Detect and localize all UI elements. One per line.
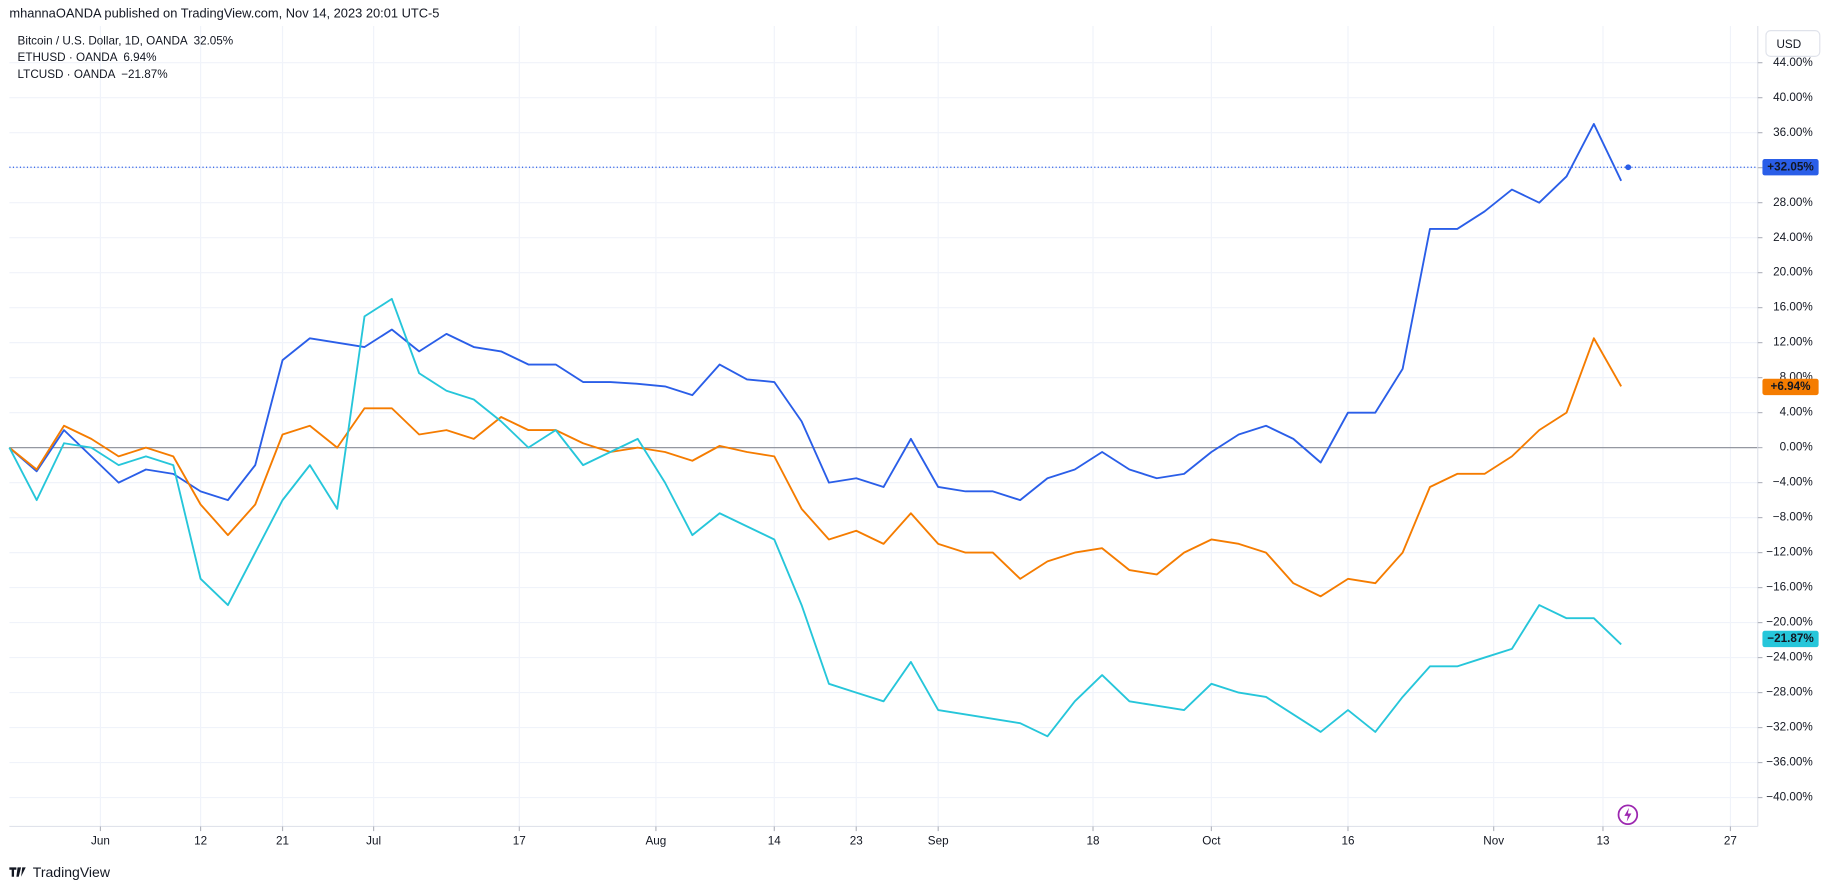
y-tick-label: 12.00% [1773,336,1813,349]
y-tick-label: −16.00% [1766,581,1812,594]
x-tick-label: Jun [91,835,110,848]
y-tick-label: 28.00% [1773,196,1813,209]
x-tick-label: 14 [768,835,782,848]
plot [8,122,1758,738]
lightning-icon[interactable] [1617,804,1639,825]
last-value-tag [1762,159,1819,176]
y-tick-label: 4.00% [1780,406,1813,419]
last-value-tag-label: +6.94% [1771,380,1812,393]
y-tick-label: −36.00% [1766,756,1812,769]
logo-mark [9,867,26,877]
x-tick-label: Jul [366,835,381,848]
legend-change: 6.94% [123,51,156,64]
currency-button[interactable] [1765,30,1821,57]
series-line [8,122,1623,502]
last-value-tag-label: +32.05% [1767,160,1814,173]
attribution: mhannaOANDA published on TradingView.com… [9,6,439,21]
y-tick-label: 44.00% [1773,56,1813,69]
y-tick-label: 40.00% [1773,91,1813,104]
last-value-tag [1762,630,1819,648]
legend-change: 32.05% [194,34,234,47]
y-tick-label: −8.00% [1773,511,1813,524]
last-value-dot [1625,164,1632,171]
x-tick-label: Sep [928,835,949,848]
x-tick-label: 16 [1341,835,1354,848]
y-tick-label: 24.00% [1773,231,1813,244]
y-tick-label: −20.00% [1766,616,1812,629]
y-tick-label: −32.00% [1766,721,1812,734]
currency-button-label[interactable]: USD [1776,38,1801,51]
x-tick-label: 27 [1724,835,1737,848]
x-tick-label: 21 [276,835,289,848]
y-tick-label: −40.00% [1766,791,1812,804]
y-tick-label: 20.00% [1773,266,1813,279]
footer-logo: TradingView [9,864,111,880]
lightning-circle[interactable] [1617,804,1639,825]
y-tick-label: 16.00% [1773,301,1813,314]
y-tick-label: −4.00% [1773,476,1813,489]
y-tick-label: −12.00% [1766,546,1812,559]
y-tick-label: 36.00% [1773,126,1813,139]
legend-name: Bitcoin / U.S. Dollar, 1D, OANDA [18,34,188,47]
legend-change: −21.87% [121,68,167,81]
last-value-tag-label: −21.87% [1767,632,1814,645]
x-tick-label: 17 [513,835,526,848]
x-tick-label: 13 [1596,835,1609,848]
x-tick-label: 23 [850,835,863,848]
x-tick-label: 18 [1086,835,1099,848]
last-value-tag [1762,378,1819,396]
x-tick-label: Aug [646,835,667,848]
lightning-bolt[interactable] [1624,807,1632,822]
grid [9,25,1758,827]
x-tick-label: Oct [1202,835,1221,848]
x-tick-label: 12 [194,835,207,848]
y-tick-label: −24.00% [1766,651,1812,664]
logo-text: TradingView [33,864,111,880]
y-tick-label: −28.00% [1766,686,1812,699]
series-line [8,337,1622,598]
legend-name: ETHUSD · OANDA [18,51,118,64]
legend-name: LTCUSD · OANDA [18,68,116,81]
y-tick-label: 0.00% [1780,441,1813,454]
x-tick-label: Nov [1483,835,1504,848]
series-line [8,297,1622,738]
